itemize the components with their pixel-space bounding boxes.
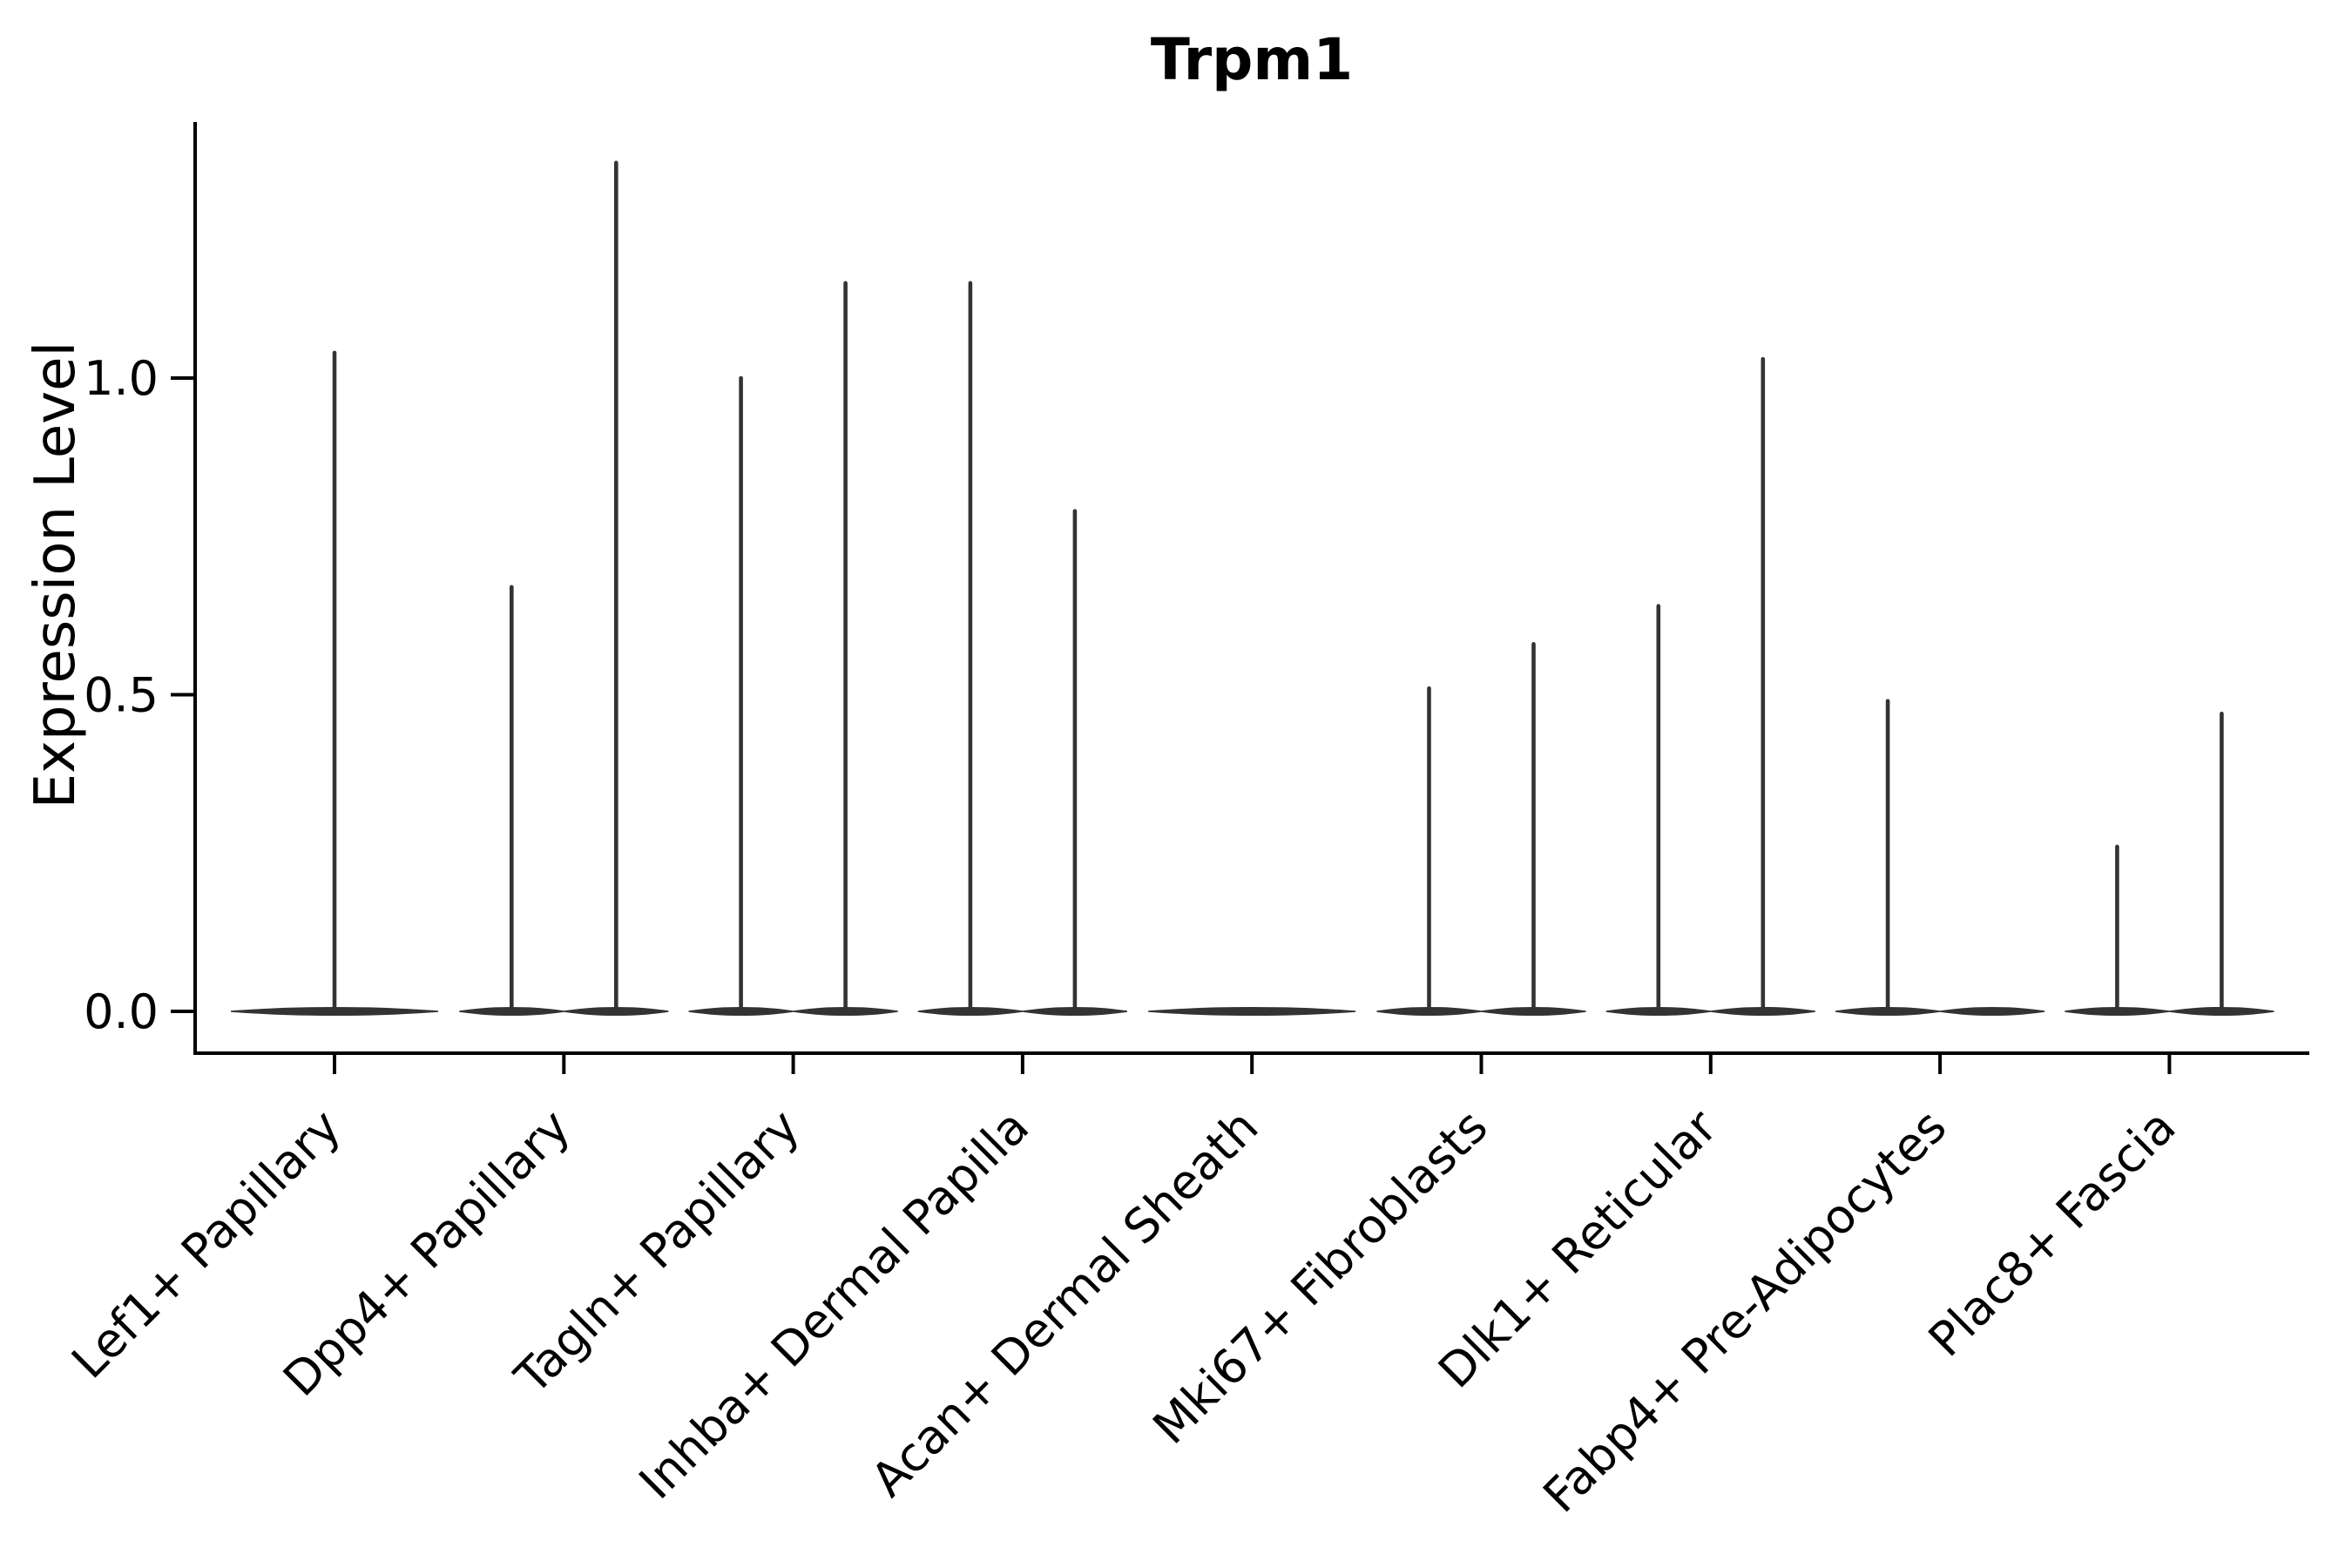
x-category-label: Fabp4+ Pre-Adipocytes	[1532, 1099, 1957, 1524]
violin-base	[1148, 1006, 1356, 1017]
y-tick-label: 1.0	[84, 351, 159, 406]
x-category-label: Plac8+ Fascia	[1918, 1099, 2186, 1368]
y-tick-label: 0.5	[84, 668, 159, 723]
x-category-label: Inhba+ Dermal Papilla	[629, 1099, 1039, 1510]
plot-title: Trpm1	[1150, 26, 1354, 93]
violin-base	[1939, 1006, 2045, 1017]
y-tick-label: 0.0	[84, 984, 159, 1039]
x-category-label: Acan+ Dermal Sheath	[861, 1099, 1268, 1507]
